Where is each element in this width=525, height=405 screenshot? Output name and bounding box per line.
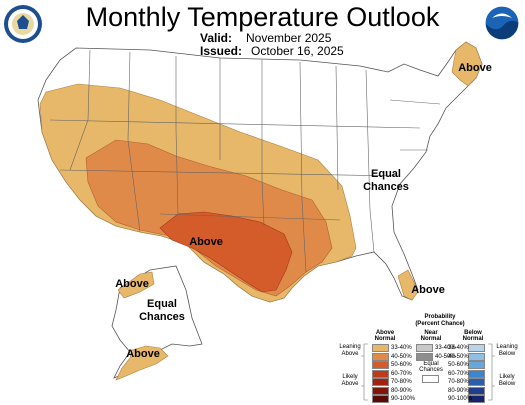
map-label-above-northeast: Above bbox=[458, 62, 492, 74]
commerce-seal-icon bbox=[4, 5, 42, 43]
map-label-above-south: Above bbox=[189, 236, 223, 248]
legend-below-swatch bbox=[468, 369, 485, 378]
legend-swatch-equal bbox=[422, 375, 439, 383]
legend-col-near-2: Normal bbox=[420, 336, 442, 342]
legend-title-2: (Percent Chance) bbox=[415, 321, 465, 327]
legend-above-bin-label: 80-90% bbox=[391, 387, 412, 394]
issued-label: Issued: bbox=[200, 44, 243, 58]
map-label-above-alaska-south: Above bbox=[126, 348, 160, 360]
legend-below-bin-label: 60-70% bbox=[448, 370, 469, 377]
legend-col-near-1: Near bbox=[424, 330, 438, 336]
legend-above-bin-label: 70-80% bbox=[391, 379, 412, 385]
legend-leaning-above-2: Above bbox=[341, 351, 359, 357]
legend-likely-above-2: Above bbox=[341, 381, 359, 387]
legend-below-bin-label: 90-100% bbox=[448, 396, 473, 402]
legend-near-swatch bbox=[416, 344, 433, 352]
legend-below-bin-label: 50-60% bbox=[448, 362, 469, 368]
above-alaska-south-region bbox=[115, 345, 169, 381]
legend-above-bin-label: 40-50% bbox=[391, 353, 412, 360]
valid-date: November 2025 bbox=[246, 31, 332, 45]
legend-below-swatch bbox=[468, 344, 485, 352]
legend-above-swatch bbox=[372, 395, 389, 403]
map-label-above-alaska-west: Above bbox=[115, 278, 149, 290]
valid-label: Valid: bbox=[200, 31, 233, 45]
legend-above-bin-label: 60-70% bbox=[391, 370, 412, 377]
legend-above-bin-label: 33-40% bbox=[391, 345, 412, 351]
equal-chances-alaska-line-2: Chances bbox=[139, 311, 185, 323]
legend-above-swatch bbox=[372, 386, 389, 395]
legend-below-swatch bbox=[468, 395, 485, 403]
legend-leaning-below-1: Leaning bbox=[496, 344, 518, 350]
legend-below-bin-label: 70-80% bbox=[448, 379, 469, 385]
probability-legend: Probability (Percent Chance) Above Norma… bbox=[338, 310, 524, 404]
legend-near-bin-label: 33-40% bbox=[435, 345, 456, 351]
above-50-60-region bbox=[159, 211, 293, 293]
page-title: Monthly Temperature Outlook bbox=[85, 2, 440, 32]
above-northeast-region bbox=[451, 41, 483, 87]
legend-above-bin-label: 90-100% bbox=[391, 396, 416, 402]
legend-col-above-1: Above bbox=[375, 330, 395, 336]
legend-above-swatch bbox=[372, 369, 389, 378]
legend-near-bin-label: 40-50% bbox=[435, 353, 456, 360]
legend-title-1: Probability bbox=[424, 314, 456, 320]
legend-above-swatch bbox=[372, 344, 389, 352]
legend-above-swatch bbox=[372, 378, 389, 386]
legend-bracket-above bbox=[361, 343, 368, 401]
legend-above-swatch bbox=[372, 352, 389, 361]
legend-above-swatch bbox=[372, 361, 389, 369]
above-florida-region bbox=[397, 269, 419, 301]
legend-below-swatch bbox=[468, 378, 485, 386]
legend-col-below-1: Below bbox=[464, 330, 482, 336]
legend-likely-below-2: Below bbox=[498, 381, 516, 387]
map-label-above-florida: Above bbox=[411, 284, 445, 296]
legend-below-swatch bbox=[468, 386, 485, 395]
legend-above-bin-label: 50-60% bbox=[391, 362, 412, 368]
legend-equal-1: Equal bbox=[423, 361, 439, 367]
map-label-equal-chances-alaska: Equal Chances bbox=[132, 298, 192, 324]
legend-equal-2: Chances bbox=[419, 367, 443, 373]
legend-below-bin-label: 80-90% bbox=[448, 387, 469, 394]
legend-leaning-below-2: Below bbox=[498, 351, 516, 357]
equal-chances-east-line-2: Chances bbox=[363, 181, 409, 193]
equal-chances-east-line-1: Equal bbox=[371, 168, 401, 180]
noaa-logo-icon bbox=[484, 5, 520, 41]
legend-below-bin-label: 40-50% bbox=[448, 353, 469, 360]
legend-below-swatch bbox=[468, 361, 485, 369]
legend-near-swatch bbox=[416, 352, 433, 361]
legend-below-swatch bbox=[468, 352, 485, 361]
equal-chances-alaska-line-1: Equal bbox=[147, 298, 177, 310]
legend-bracket-below bbox=[488, 343, 495, 401]
legend-col-above-2: Normal bbox=[374, 336, 396, 342]
above-alaska-west-region bbox=[117, 271, 155, 299]
map-label-equal-chances-east: Equal Chances bbox=[356, 168, 416, 194]
legend-below-bin-label: 33-40% bbox=[448, 345, 469, 351]
legend-likely-above-1: Likely bbox=[342, 374, 358, 380]
legend-col-below-2: Normal bbox=[462, 336, 484, 342]
issued-date: October 16, 2025 bbox=[251, 44, 344, 58]
legend-leaning-above-1: Leaning bbox=[339, 344, 361, 350]
legend-likely-below-1: Likely bbox=[499, 374, 515, 380]
state-lines bbox=[49, 49, 441, 273]
